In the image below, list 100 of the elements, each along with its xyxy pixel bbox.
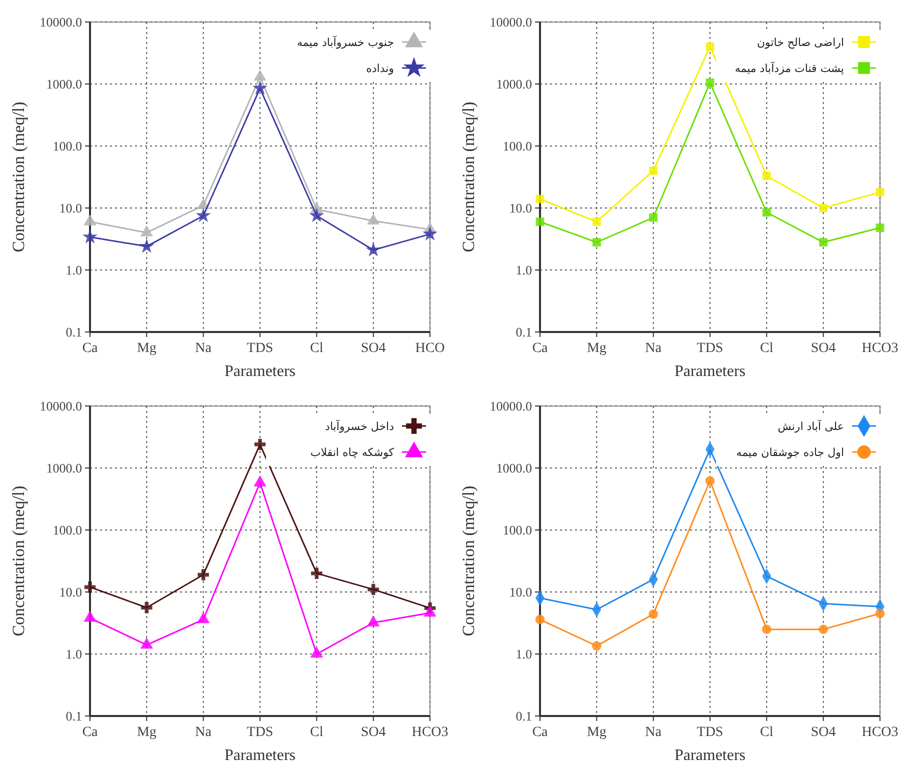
point xyxy=(706,78,714,87)
x-axis-title: Parameters xyxy=(224,747,296,764)
x-tick-label: TDS xyxy=(696,341,724,356)
x-axis-title: Parameters xyxy=(224,363,296,380)
x-tick-label: Na xyxy=(645,725,662,740)
y-tick-label: 0.1 xyxy=(66,708,82,724)
x-tick-label: HCO3 xyxy=(412,725,448,740)
x-axis-title: Parameters xyxy=(674,363,746,380)
x-tick-label: Na xyxy=(195,725,212,740)
y-tick-label: 1000.0 xyxy=(46,76,82,92)
legend-label: پشت قنات مزدآباد میمه xyxy=(734,60,844,75)
y-tick-label: 10.0 xyxy=(509,200,532,216)
point xyxy=(310,646,324,658)
x-tick-label: HCO3 xyxy=(862,725,898,740)
legend-label: اراضی صالح خاتون xyxy=(756,36,844,49)
point xyxy=(876,224,884,232)
y-tick-label: 10.0 xyxy=(59,200,82,216)
x-tick-label: Cl xyxy=(760,341,774,356)
y-tick-label: 1.0 xyxy=(516,262,532,278)
y-tick-label: 100.0 xyxy=(52,522,82,538)
point xyxy=(649,213,658,222)
point xyxy=(536,218,544,226)
x-tick-label: SO4 xyxy=(810,341,836,356)
x-tick-label: Cl xyxy=(760,725,774,740)
point xyxy=(876,188,884,196)
legend-label: علی آباد ارنش xyxy=(778,418,844,433)
point xyxy=(535,614,545,624)
y-axis-title: Concentration (meq/l) xyxy=(9,486,28,636)
point xyxy=(592,238,601,246)
x-tick-label: Cl xyxy=(310,341,324,356)
legend-label: جنوب خسروآباد میمه xyxy=(297,34,394,49)
point xyxy=(366,214,380,225)
y-tick-label: 1.0 xyxy=(66,646,82,662)
x-tick-label: Mg xyxy=(586,725,606,740)
y-tick-label: 100.0 xyxy=(502,522,532,538)
y-tick-label: 1000.0 xyxy=(496,76,532,92)
x-tick-label: Ca xyxy=(532,725,549,740)
y-tick-label: 10000.0 xyxy=(40,398,82,414)
point xyxy=(592,218,601,226)
point xyxy=(254,438,266,450)
point xyxy=(706,42,714,51)
point xyxy=(705,476,715,486)
y-tick-label: 1.0 xyxy=(66,262,82,278)
y-axis-title: Concentration (meq/l) xyxy=(459,486,478,636)
x-tick-label: SO4 xyxy=(360,725,386,740)
legend-label: کوشکه چاه انقلاب xyxy=(310,446,395,459)
y-tick-label: 0.1 xyxy=(516,708,532,724)
y-tick-label: 1000.0 xyxy=(496,460,532,476)
point xyxy=(84,610,96,622)
x-tick-label: Ca xyxy=(532,341,549,356)
point xyxy=(536,194,544,204)
y-tick-label: 10.0 xyxy=(59,584,82,600)
point xyxy=(140,638,154,649)
point xyxy=(366,615,380,626)
y-tick-label: 1000.0 xyxy=(46,460,82,476)
y-tick-label: 0.1 xyxy=(66,324,82,340)
point xyxy=(424,606,436,617)
x-axis-title: Parameters xyxy=(674,747,746,764)
point xyxy=(254,70,266,81)
point xyxy=(819,204,828,212)
x-tick-label: SO4 xyxy=(360,341,386,356)
x-tick-label: Na xyxy=(645,341,662,356)
y-tick-label: 10.0 xyxy=(509,584,532,600)
point xyxy=(196,208,211,222)
point xyxy=(875,608,885,618)
x-tick-label: Mg xyxy=(586,341,606,356)
x-tick-label: SO4 xyxy=(810,725,836,740)
point xyxy=(648,609,658,619)
point xyxy=(592,641,602,651)
y-tick-label: 100.0 xyxy=(52,138,82,154)
point xyxy=(139,238,154,253)
y-axis-title: Concentration (meq/l) xyxy=(459,102,478,252)
legend-label: اول جاده جوشقان میمه xyxy=(736,446,844,459)
point xyxy=(368,584,379,596)
x-tick-label: HCO xyxy=(415,341,445,356)
point xyxy=(649,166,658,175)
point xyxy=(366,242,381,256)
x-tick-label: Cl xyxy=(310,725,324,740)
y-axis-title: Concentration (meq/l) xyxy=(9,102,28,252)
point xyxy=(309,208,324,222)
x-tick-label: Mg xyxy=(136,341,156,356)
point xyxy=(762,172,771,180)
x-tick-label: Mg xyxy=(136,725,156,740)
x-tick-label: HCO3 xyxy=(862,341,898,356)
point xyxy=(819,238,828,246)
point xyxy=(82,229,98,244)
point xyxy=(422,226,438,240)
point xyxy=(84,214,96,226)
point xyxy=(818,624,828,634)
legend-label: ونداده xyxy=(366,62,394,75)
y-tick-label: 10000.0 xyxy=(490,398,532,414)
x-tick-label: Ca xyxy=(82,341,99,356)
point xyxy=(252,80,268,95)
point xyxy=(311,568,322,579)
point xyxy=(198,569,209,580)
point xyxy=(762,208,771,217)
y-tick-label: 10000.0 xyxy=(40,14,82,30)
x-tick-label: TDS xyxy=(246,725,274,740)
y-tick-label: 100.0 xyxy=(502,138,532,154)
x-tick-label: TDS xyxy=(246,341,274,356)
